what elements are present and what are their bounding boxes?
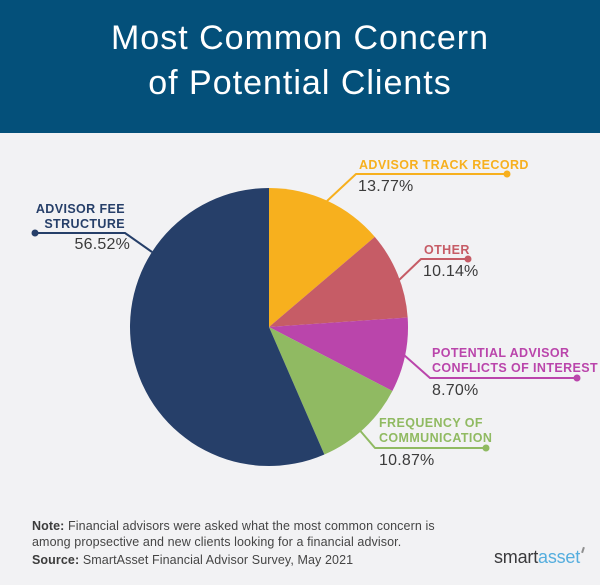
note-text-line-1: Financial advisors were asked what the m… bbox=[64, 519, 435, 533]
slice-value-conflicts-of-interest: 8.70% bbox=[432, 382, 479, 399]
slice-label-frequency-of-communication: FREQUENCY OF COMMUNICATION bbox=[379, 416, 492, 446]
callout-dot-other bbox=[464, 255, 472, 263]
slice-value-frequency-of-communication: 10.87% bbox=[379, 452, 435, 469]
slice-label-line-2: STRUCTURE bbox=[44, 217, 125, 231]
source-text: SmartAsset Financial Advisor Survey, May… bbox=[79, 553, 354, 567]
footnote-source: Source: SmartAsset Financial Advisor Sur… bbox=[32, 552, 472, 568]
slice-label-conflicts-of-interest: POTENTIAL ADVISOR CONFLICTS OF INTEREST bbox=[432, 346, 598, 376]
pie-slice-track_record bbox=[269, 188, 375, 327]
footnote-note: Note: Financial advisors were asked what… bbox=[32, 518, 472, 550]
header: Most Common Concern of Potential Clients bbox=[0, 0, 600, 133]
pie-slices bbox=[129, 188, 408, 466]
slice-label-advisor-track-record: ADVISOR TRACK RECORD bbox=[359, 158, 529, 172]
pie-slice-conflicts bbox=[269, 317, 408, 391]
callout-dot-frequency-of-communication bbox=[482, 444, 490, 452]
slice-value-other: 10.14% bbox=[423, 263, 479, 280]
title-line-2: of Potential Clients bbox=[148, 64, 452, 102]
callout-dot-advisor-fee-structure bbox=[31, 229, 39, 237]
callout-line-frequency-of-communication bbox=[356, 426, 486, 449]
smartasset-logo: smartasset bbox=[494, 546, 585, 568]
logo-asset: asset bbox=[538, 547, 581, 567]
slice-label-line-1: POTENTIAL ADVISOR bbox=[432, 346, 570, 360]
slice-label-line-2: COMMUNICATION bbox=[379, 431, 493, 445]
slice-label-line-2: CONFLICTS OF INTEREST bbox=[432, 361, 599, 375]
note-label: Note: bbox=[32, 519, 65, 533]
callout-line-advisor-fee-structure bbox=[35, 232, 153, 253]
callout-dot-conflicts-of-interest bbox=[573, 374, 581, 382]
callout-line-other bbox=[397, 258, 468, 282]
note-text-line-2: among propsective and new clients lookin… bbox=[32, 535, 402, 549]
slice-label-line-1: ADVISOR FEE bbox=[35, 202, 125, 216]
pie-slice-fee_structure bbox=[129, 188, 325, 466]
callout-line-advisor-track-record bbox=[326, 173, 507, 202]
logo-smart: smart bbox=[494, 547, 539, 567]
source-label: Source: bbox=[32, 553, 80, 567]
slice-label-advisor-fee-structure: ADVISOR FEE STRUCTURE bbox=[17, 202, 125, 232]
title-line-1: Most Common Concern bbox=[110, 19, 489, 57]
pie-slice-frequency bbox=[269, 327, 393, 455]
page-title: Most Common Concern of Potential Clients bbox=[0, 0, 600, 106]
callout-lines bbox=[31, 170, 581, 452]
callout-dot-advisor-track-record bbox=[503, 170, 511, 178]
callout-line-conflicts-of-interest bbox=[403, 354, 577, 379]
slice-label-other: OTHER bbox=[424, 243, 470, 257]
slice-value-advisor-fee-structure: 56.52% bbox=[74, 236, 130, 253]
slice-label-line-1: FREQUENCY OF bbox=[379, 416, 483, 430]
pie-slice-other bbox=[269, 236, 408, 327]
slice-value-advisor-track-record: 13.77% bbox=[358, 178, 414, 195]
